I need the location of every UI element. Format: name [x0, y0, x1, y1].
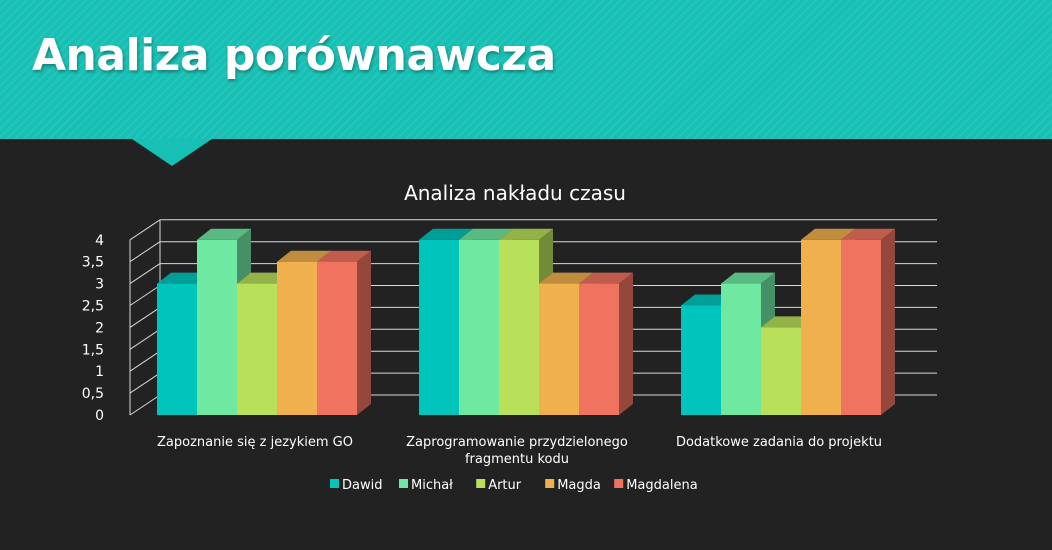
bar-top [499, 228, 553, 240]
legend-swatch [399, 479, 408, 488]
y-axis: 0 0,5 1 1,5 2 2,5 3 3,5 4 [82, 233, 104, 424]
legend-label: Magda [557, 478, 601, 493]
legend-label: Magdalena [626, 478, 697, 493]
bar [317, 250, 371, 415]
bar-top [579, 272, 633, 284]
gridline-side [129, 350, 161, 372]
bar-top [459, 228, 513, 240]
bar-side [357, 250, 371, 415]
x-axis: Zapoznanie się z jezykiem GO Zaprogramowa… [157, 435, 882, 467]
gridline-side [129, 394, 161, 416]
y-tick-label: 1,5 [82, 342, 104, 358]
bar-top [277, 250, 331, 262]
header-band [0, 0, 1052, 139]
header-notch [132, 139, 212, 166]
legend-label: Artur [488, 478, 522, 493]
bar-top [801, 228, 855, 240]
legend-swatch [476, 479, 486, 488]
bar-front [459, 239, 499, 415]
chart-title: Analiza nakładu czasu [404, 181, 626, 205]
chart-legend: Dawid Michał Artur Magda Magdalena [330, 478, 698, 493]
bar-front [841, 239, 881, 415]
bar [579, 272, 633, 415]
gridline-side [129, 328, 161, 350]
legend-item: Dawid [330, 478, 382, 493]
legend-item: Magdalena [614, 478, 698, 493]
bar-front [277, 261, 317, 415]
bar-front [721, 283, 761, 415]
legend-item: Artur [476, 478, 522, 493]
gridline-side [129, 285, 161, 306]
legend-label: Michał [411, 478, 453, 493]
bar-top [841, 228, 895, 240]
bar-front [579, 283, 619, 415]
y-tick-label: 0 [95, 408, 104, 424]
bar-top [721, 272, 775, 284]
gridline-side [129, 241, 161, 263]
bar-side [881, 228, 895, 415]
gridline-side [129, 306, 161, 328]
y-tick-label: 2 [95, 320, 104, 336]
bar-front [761, 327, 801, 415]
y-tick-label: 3,5 [82, 255, 104, 271]
gridline-side [129, 372, 161, 394]
bar [841, 228, 895, 415]
bar-front [681, 305, 721, 415]
bar-front [801, 239, 841, 415]
bar-front [237, 283, 277, 415]
x-tick-label: Zapoznanie się z jezykiem GO [157, 435, 353, 450]
bar-top [419, 228, 473, 240]
gridline-side [129, 263, 161, 285]
legend-swatch [330, 479, 339, 488]
slide-title: Analiza porównawcza [32, 30, 556, 81]
legend-swatch [545, 479, 555, 488]
y-tick-label: 0,5 [82, 386, 104, 402]
y-tick-label: 1 [95, 364, 104, 380]
bar-front [197, 239, 237, 415]
bar-front [539, 283, 579, 415]
legend-item: Magda [545, 478, 601, 493]
y-tick-label: 4 [95, 233, 104, 249]
bar-front [317, 261, 357, 415]
gridline-side [129, 219, 161, 241]
x-tick-label: Zaprogramowanie przydzielonego fragmentu … [406, 435, 628, 467]
y-tick-label: 2,5 [82, 299, 104, 315]
bar-front [499, 239, 539, 415]
bar-front [419, 239, 459, 415]
chart-bars [157, 228, 895, 415]
x-tick-label: Dodatkowe zadania do projektu [676, 435, 882, 450]
bar-top [197, 228, 251, 240]
bar-top [317, 250, 371, 262]
bar-side [619, 272, 633, 415]
legend-swatch [614, 479, 624, 488]
y-tick-label: 3 [95, 277, 104, 293]
bar-front [157, 283, 197, 415]
legend-item: Michał [399, 478, 453, 493]
bar-top [539, 272, 593, 284]
legend-label: Dawid [342, 478, 382, 493]
